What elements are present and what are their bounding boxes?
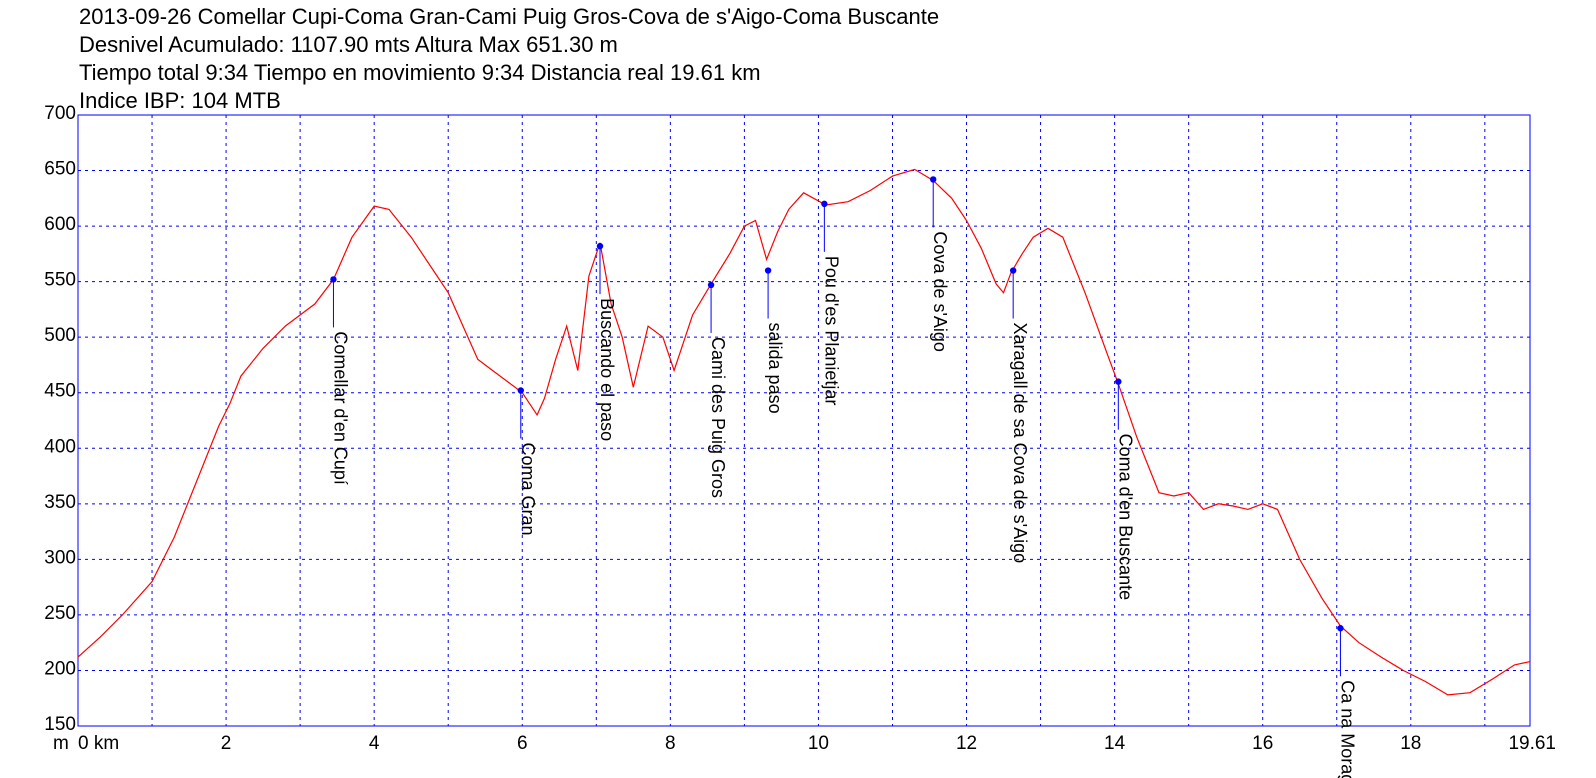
y-tick-label: 450 [44, 381, 76, 402]
y-tick-label: 400 [44, 436, 76, 457]
x-tick-label: 18 [1400, 733, 1421, 754]
x-unit-label: m [53, 733, 69, 754]
waypoint: Coma Gran [517, 387, 538, 536]
waypoint: Cova de s'Aigo [930, 176, 950, 352]
waypoint: Cami des Puig Gros [707, 281, 728, 498]
x-axis: m 0 km 2 4 6 8 10 12 14 16 18 19.61 [53, 733, 1556, 754]
waypoint: Pou d'es Planietjar [821, 200, 841, 406]
waypoint: Xaragall de sa Cova de s'Aigo [1009, 267, 1030, 564]
x-tick-label: 6 [517, 733, 528, 754]
waypoint: Coma d'en Buscante [1115, 378, 1135, 600]
waypoint-marker [330, 276, 337, 283]
waypoint: Comellar d'en Cupí [330, 276, 350, 485]
x-tick-label: 16 [1252, 733, 1273, 754]
plot-frame [77, 114, 1531, 727]
x-tick-label: 14 [1104, 733, 1126, 754]
y-tick-label: 200 [44, 658, 76, 679]
y-tick-label: 600 [44, 214, 76, 235]
waypoint-label: Comellar d'en Cupí [330, 331, 350, 485]
ibp-index: Indice IBP: 104 MTB [79, 88, 281, 113]
waypoint-marker [1009, 267, 1017, 274]
waypoint-label: Coma d'en Buscante [1115, 434, 1135, 601]
y-tick-label: 250 [44, 603, 76, 624]
x-tick-label: 10 [808, 733, 829, 754]
waypoint-marker [764, 267, 772, 274]
elevation-line [77, 168, 1531, 696]
waypoint-label: Buscando el paso [597, 298, 617, 441]
waypoint-marker [1337, 625, 1344, 632]
waypoint-marker [596, 242, 604, 250]
waypoint-label: Cova de s'Aigo [930, 231, 950, 352]
y-tick-label: 650 [44, 159, 76, 180]
waypoint-marker [930, 176, 937, 183]
x-tick-label: 0 km [78, 733, 119, 754]
waypoint-marker [517, 387, 524, 394]
y-tick-label: 350 [44, 492, 76, 513]
waypoints: Comellar d'en Cupí Coma Gran Buscando el p… [330, 176, 1357, 778]
elevation-summary: Desnivel Acumulado: 1107.90 mts Altura M… [79, 32, 618, 57]
y-tick-label: 500 [44, 325, 76, 346]
waypoint-label: salida paso [765, 323, 785, 414]
x-tick-label: 12 [956, 733, 977, 754]
waypoint: Buscando el paso [596, 242, 617, 441]
x-tick-label: 4 [369, 733, 380, 754]
chart-title: 2013-09-26 Comellar Cupi-Coma Gran-Cami … [79, 4, 940, 29]
waypoint-marker [707, 281, 715, 289]
waypoint-label: Coma Gran [518, 443, 538, 536]
y-tick-label: 300 [44, 547, 76, 568]
x-tick-label: 2 [221, 733, 232, 754]
y-tick-label: 700 [44, 103, 76, 124]
y-axis: 150 200 250 300 350 400 450 500 550 600 650 700 [44, 103, 76, 735]
y-tick-label: 150 [44, 714, 76, 735]
waypoint-marker [1115, 378, 1122, 385]
x-tick-label: 19.61 [1508, 733, 1556, 754]
waypoint-marker [821, 200, 828, 208]
waypoint-label: Xaragall de sa Cova de s'Aigo [1010, 323, 1030, 564]
waypoint-label: Pou d'es Planietjar [821, 256, 841, 406]
waypoint: salida paso [764, 267, 785, 414]
y-tick-label: 550 [44, 270, 76, 291]
x-tick-label: 8 [665, 733, 676, 754]
waypoint-label: Cami des Puig Gros [708, 337, 728, 498]
waypoint-label: Ca na Moragues [1337, 680, 1357, 778]
grid [78, 115, 1530, 726]
waypoint: Ca na Moragues [1337, 625, 1357, 778]
time-distance-summary: Tiempo total 9:34 Tiempo en movimiento 9… [79, 60, 761, 85]
